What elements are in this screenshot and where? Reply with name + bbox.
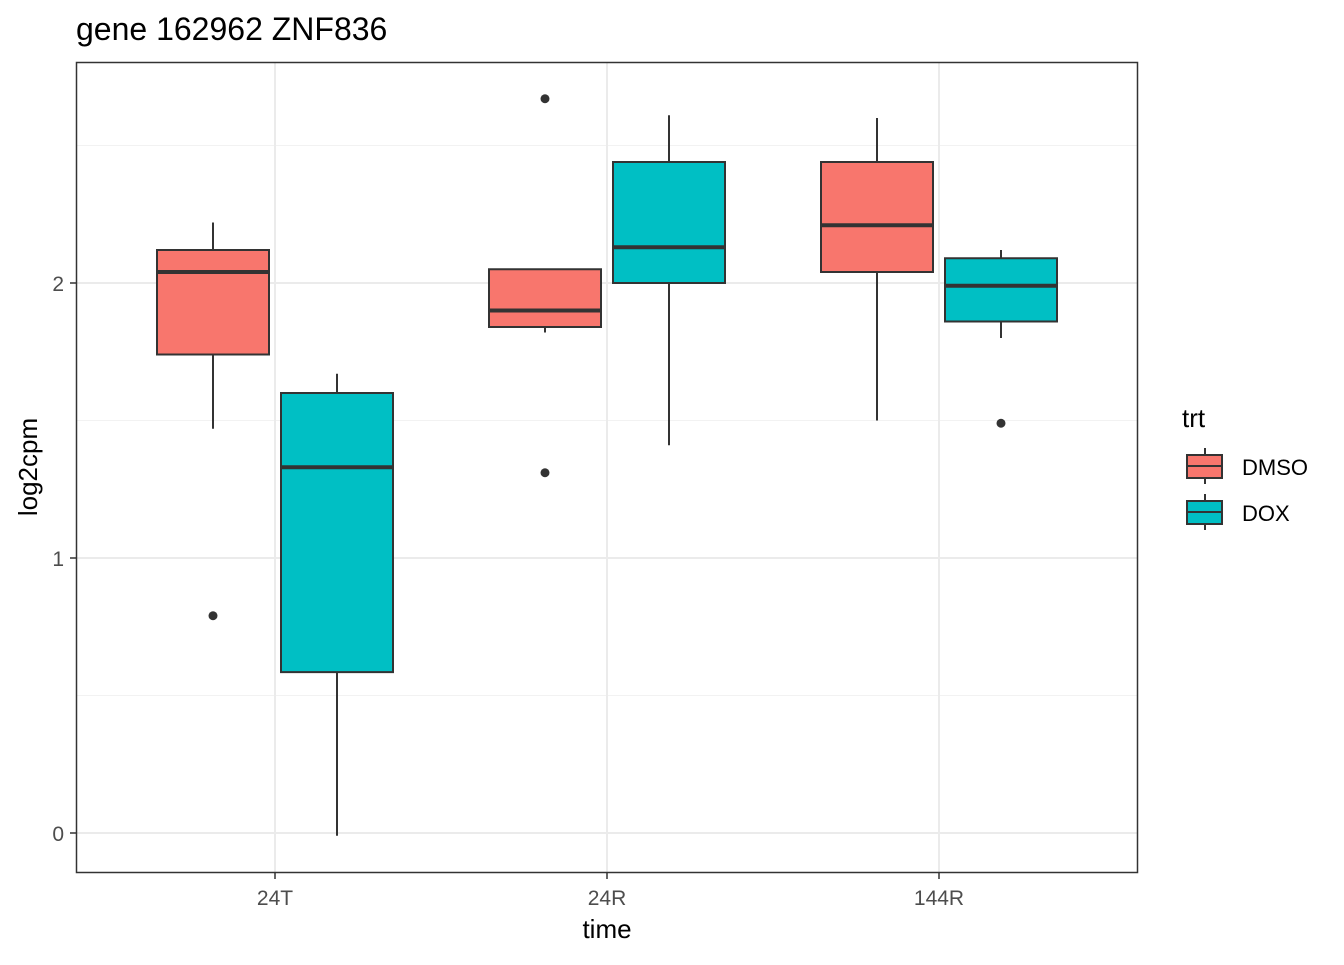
box-iqr: [280, 392, 394, 674]
box-iqr: [488, 268, 602, 328]
legend-label: DMSO: [1242, 455, 1308, 480]
boxes: [156, 94, 1058, 836]
outlier-point: [540, 468, 550, 478]
legend-label: DOX: [1242, 501, 1290, 526]
y-axis-label: log2cpm: [13, 418, 43, 516]
legend-item-dmso: DMSO: [1186, 448, 1308, 484]
box-dmso-24r: [488, 94, 602, 478]
x-tick-label: 144R: [914, 887, 964, 910]
box-dox-24t: [280, 373, 394, 836]
box-iqr: [612, 161, 726, 284]
axes: 0 1 2 24T 24R 144R: [52, 273, 964, 910]
legend: trt DMSO DOX: [1182, 403, 1308, 530]
outlier-point: [996, 418, 1006, 428]
outlier-point: [540, 94, 550, 104]
box-iqr: [820, 161, 934, 273]
box-dmso-144r: [820, 118, 934, 421]
outlier-point: [208, 611, 218, 621]
x-tick-label: 24T: [257, 887, 293, 910]
box-dox-24r: [612, 115, 726, 446]
legend-title: trt: [1182, 403, 1206, 433]
y-tick-label: 1: [52, 548, 64, 571]
y-tick-label: 2: [52, 273, 64, 296]
legend-item-dox: DOX: [1186, 494, 1290, 530]
y-tick-label: 0: [52, 823, 64, 846]
box-iqr: [156, 249, 270, 356]
box-dmso-24t: [156, 222, 270, 621]
x-axis-label: time: [582, 914, 631, 944]
chart-title: gene 162962 ZNF836: [76, 11, 387, 47]
box-iqr: [944, 257, 1058, 323]
box-dox-144r: [944, 250, 1058, 428]
x-tick-label: 24R: [588, 887, 627, 910]
